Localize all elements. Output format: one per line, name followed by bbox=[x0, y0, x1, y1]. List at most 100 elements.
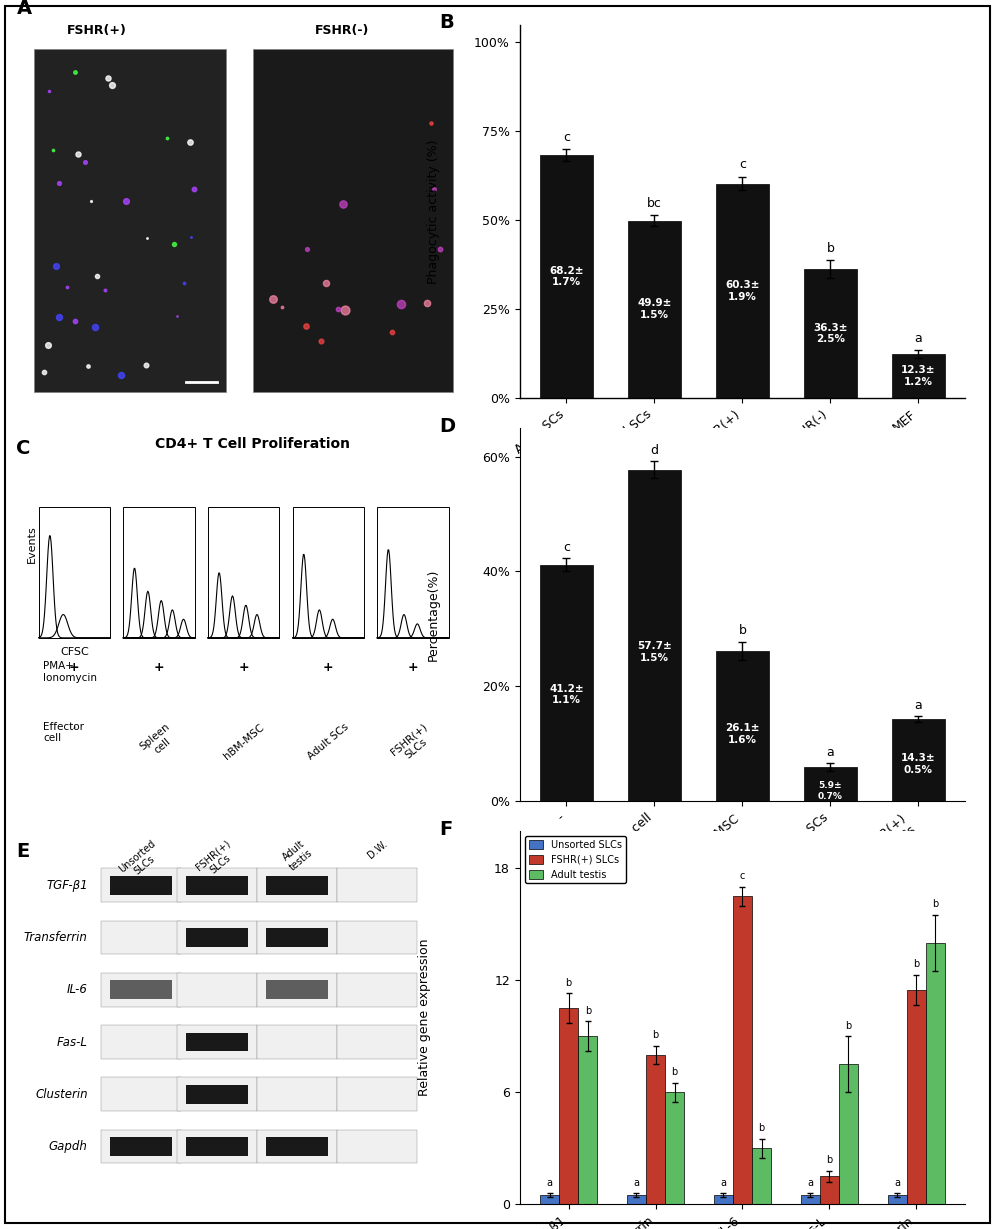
Bar bbox=[924, 943, 944, 1204]
Text: D: D bbox=[439, 417, 455, 435]
Text: Effector
cell: Effector cell bbox=[43, 721, 84, 744]
Text: D.W.: D.W. bbox=[365, 838, 389, 860]
Text: 57.7±
1.5%: 57.7± 1.5% bbox=[636, 642, 671, 662]
Bar bbox=[716, 651, 768, 801]
Bar bbox=[177, 869, 256, 902]
Bar bbox=[892, 354, 944, 398]
Text: 36.3±
2.5%: 36.3± 2.5% bbox=[812, 322, 847, 344]
Bar bbox=[337, 1078, 416, 1111]
Bar bbox=[292, 508, 364, 638]
Text: 14.3±
0.5%: 14.3± 0.5% bbox=[901, 753, 935, 775]
Text: c: c bbox=[739, 871, 745, 881]
Text: a: a bbox=[826, 746, 834, 758]
Bar bbox=[733, 896, 751, 1204]
Bar bbox=[337, 973, 416, 1007]
Bar bbox=[337, 1129, 416, 1164]
Y-axis label: Percentage(%): Percentage(%) bbox=[426, 568, 439, 661]
Text: Adult SCs: Adult SCs bbox=[305, 721, 350, 762]
Y-axis label: Relative gene expression: Relative gene expression bbox=[417, 939, 430, 1096]
Bar bbox=[177, 921, 256, 954]
Bar bbox=[101, 1025, 181, 1059]
Text: b: b bbox=[738, 624, 746, 638]
Text: Clusterin: Clusterin bbox=[35, 1088, 87, 1101]
Bar bbox=[256, 869, 337, 902]
Text: FSHR(+)
SLCs: FSHR(+) SLCs bbox=[194, 838, 240, 881]
Bar bbox=[803, 767, 856, 801]
Bar bbox=[559, 1009, 578, 1204]
Text: 12.3±
1.2%: 12.3± 1.2% bbox=[901, 365, 934, 387]
Text: -: - bbox=[70, 721, 79, 732]
Text: A: A bbox=[17, 0, 32, 18]
Text: Effector
cell: Effector cell bbox=[522, 905, 572, 933]
Bar bbox=[337, 1025, 416, 1059]
Bar bbox=[265, 981, 328, 999]
Bar bbox=[39, 508, 110, 638]
FancyBboxPatch shape bbox=[252, 49, 452, 392]
Bar bbox=[887, 1195, 906, 1204]
Text: Events: Events bbox=[27, 526, 37, 563]
Text: Transferrin: Transferrin bbox=[24, 930, 87, 944]
Bar bbox=[110, 981, 172, 999]
Text: d: d bbox=[650, 444, 658, 456]
Bar bbox=[627, 220, 680, 398]
Text: a: a bbox=[720, 1177, 726, 1187]
Bar bbox=[123, 508, 195, 638]
Bar bbox=[265, 876, 328, 895]
Text: CFSC: CFSC bbox=[60, 648, 88, 658]
Bar bbox=[664, 1093, 684, 1204]
Text: FSHR(+): FSHR(+) bbox=[67, 25, 126, 37]
Text: 41.2±
1.1%: 41.2± 1.1% bbox=[549, 683, 583, 705]
Text: CD4+ T Cell Proliferation: CD4+ T Cell Proliferation bbox=[155, 438, 350, 451]
Text: 49.9±
1.5%: 49.9± 1.5% bbox=[636, 299, 671, 320]
Text: +: + bbox=[69, 661, 80, 675]
Bar bbox=[540, 564, 592, 801]
Bar bbox=[337, 921, 416, 954]
Bar bbox=[256, 1078, 337, 1111]
Bar bbox=[186, 1085, 248, 1104]
Text: F: F bbox=[439, 820, 452, 839]
Text: Adult
testis: Adult testis bbox=[279, 838, 314, 873]
Bar bbox=[578, 1036, 596, 1204]
Bar bbox=[101, 973, 181, 1007]
Bar bbox=[626, 1195, 645, 1204]
Text: b: b bbox=[826, 242, 834, 254]
Text: Spleen
cell: Spleen cell bbox=[138, 721, 180, 761]
Text: b: b bbox=[757, 1123, 764, 1133]
Bar bbox=[186, 1137, 248, 1156]
Bar bbox=[177, 973, 256, 1007]
Text: Gapdh: Gapdh bbox=[49, 1141, 87, 1153]
Bar bbox=[645, 1054, 664, 1204]
Bar bbox=[177, 1025, 256, 1059]
Text: c: c bbox=[563, 541, 570, 553]
Text: FSHR(+)
SLCs: FSHR(+) SLCs bbox=[389, 721, 436, 767]
Bar bbox=[186, 1032, 248, 1051]
Text: IL-6: IL-6 bbox=[67, 983, 87, 997]
Bar bbox=[177, 1078, 256, 1111]
Text: E: E bbox=[17, 842, 30, 862]
Bar bbox=[803, 269, 856, 398]
Bar bbox=[540, 1195, 559, 1204]
Text: +: + bbox=[153, 661, 164, 675]
Bar bbox=[101, 1078, 181, 1111]
Bar bbox=[800, 1195, 819, 1204]
Text: PMA+
Ionomycin: PMA+ Ionomycin bbox=[43, 661, 97, 683]
Text: 68.2±
1.7%: 68.2± 1.7% bbox=[549, 265, 583, 288]
Bar bbox=[716, 183, 768, 398]
Bar bbox=[208, 508, 279, 638]
Text: b: b bbox=[565, 978, 572, 988]
Text: a: a bbox=[913, 332, 921, 344]
Bar bbox=[838, 1064, 857, 1204]
Text: 5.9±
0.7%: 5.9± 0.7% bbox=[817, 782, 842, 801]
Bar bbox=[377, 508, 448, 638]
FancyBboxPatch shape bbox=[34, 49, 226, 392]
Bar bbox=[101, 1129, 181, 1164]
Text: a: a bbox=[546, 1177, 552, 1187]
Text: b: b bbox=[825, 1155, 832, 1165]
Bar bbox=[110, 1137, 172, 1156]
Bar bbox=[186, 928, 248, 946]
Text: +: + bbox=[323, 661, 333, 675]
Bar bbox=[627, 469, 680, 801]
Bar bbox=[110, 876, 172, 895]
Bar bbox=[265, 1137, 328, 1156]
Text: +: + bbox=[239, 661, 248, 675]
